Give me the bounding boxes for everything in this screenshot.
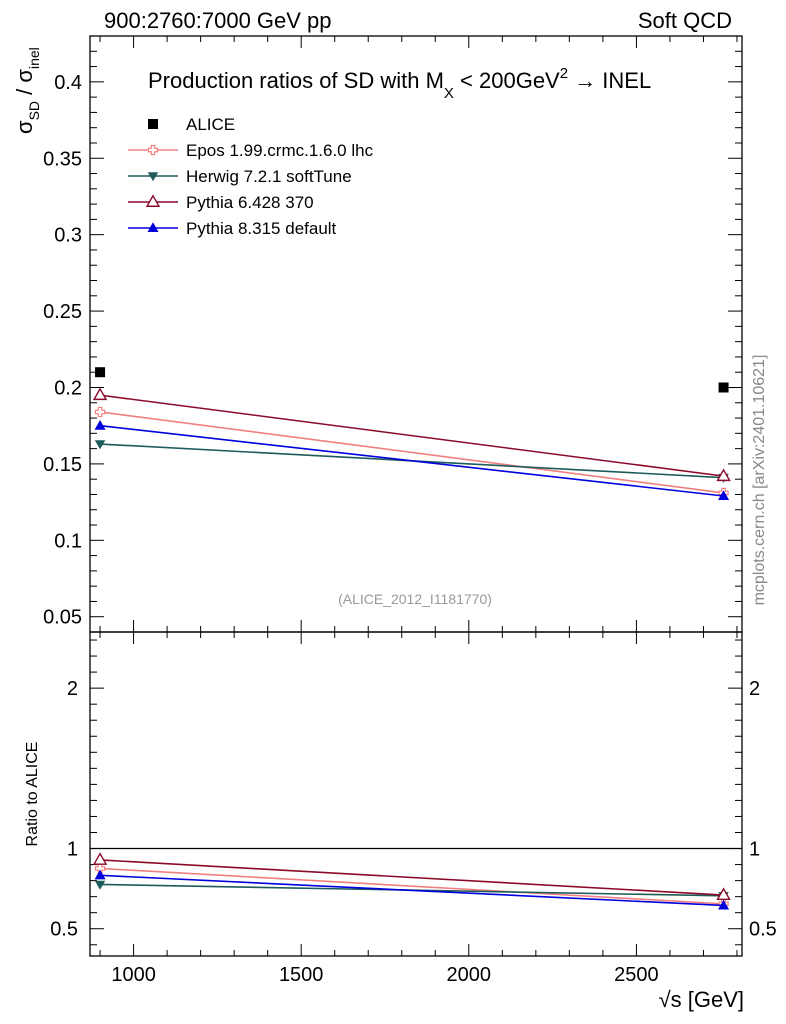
data-point [95, 367, 106, 378]
y-tick-label: 0.3 [54, 225, 82, 247]
data-point [718, 490, 730, 500]
plot-title-main: Production ratios of SD with M [148, 68, 444, 93]
y-axis-label: σSD / σinel [12, 47, 42, 134]
ratio-y-tick-label-right: 0.5 [749, 919, 777, 941]
y-label-slash: / [12, 83, 37, 101]
series-pythia-8-315-default [94, 419, 730, 910]
legend-label: Pythia 8.315 default [186, 219, 337, 238]
plot-title-sup: 2 [560, 65, 568, 82]
series-line-main [99, 424, 724, 497]
y-label-sub2: inel [26, 47, 42, 69]
series-epos-1-99-crmc-1-6-0-lhc [94, 406, 729, 909]
x-tick-label: 2500 [614, 964, 659, 986]
legend-label: ALICE [186, 115, 235, 134]
series [92, 367, 731, 910]
axis-ticks: 1000 1500 2000 2500 0.05 0.1 0.15 0.2 0.25 0.3 0.3… [43, 36, 777, 986]
legend-marker [147, 222, 159, 232]
ratio-point [92, 852, 108, 865]
legend-label: Pythia 6.428 370 [186, 193, 314, 212]
header-left: 900:2760:7000 GeV pp [104, 8, 332, 33]
legend-item: Herwig 7.2.1 softTune [128, 167, 352, 186]
y-label-sigma2: σ [12, 69, 37, 83]
ratio-point [716, 887, 731, 900]
ratio-y-axis-label: Ratio to ALICE [24, 742, 41, 847]
legend: ALICE Epos 1.99.crmc.1.6.0 lhc Herwig 7.2.… [128, 115, 374, 238]
ratio-y-tick-label-left: 1 [67, 839, 78, 861]
legend-item: Pythia 8.315 default [128, 219, 337, 238]
watermark: mcplots.cern.ch [arXiv:2401.10621] [751, 355, 768, 606]
reference-label: (ALICE_2012_I1181770) [338, 591, 492, 607]
plot-title-mid: < 200GeV [454, 68, 560, 93]
series-alice [95, 367, 729, 393]
series-line-main [99, 411, 724, 494]
legend-marker [145, 194, 161, 207]
svg-text:σSD / σinel: σSD / σinel [12, 47, 42, 134]
legend-item: Pythia 6.428 370 [128, 193, 314, 212]
ratio-y-tick-label-right: 2 [749, 678, 760, 700]
x-tick-label: 1000 [111, 964, 156, 986]
ratio-point [94, 869, 106, 880]
y-tick-label: 0.1 [54, 530, 82, 552]
legend-item: Epos 1.99.crmc.1.6.0 lhc [128, 141, 374, 160]
ratio-y-tick-label-left: 0.5 [50, 919, 78, 941]
header-right: Soft QCD [638, 8, 732, 33]
series-line-ratio [100, 874, 724, 907]
data-point [718, 382, 729, 393]
data-point [94, 440, 106, 450]
y-tick-label: 0.25 [43, 301, 82, 323]
plot-title-end: → INEL [568, 68, 651, 93]
series-line-ratio [100, 867, 724, 905]
y-tick-label: 0.35 [43, 148, 82, 170]
x-axis-label: √s [GeV] [659, 987, 744, 1012]
legend-item: ALICE [148, 115, 235, 134]
series-line-main [99, 394, 724, 477]
ratio-point [718, 899, 730, 910]
y-label-sigma1: σ [12, 120, 37, 134]
series-herwig-7-2-1-softtune [94, 440, 729, 902]
legend-marker [148, 119, 158, 129]
y-tick-label: 0.4 [54, 72, 82, 94]
plot-title: Production ratios of SD with MX < 200GeV… [148, 65, 651, 102]
ratio-y-tick-label-left: 2 [67, 678, 78, 700]
y-tick-label: 0.05 [43, 607, 82, 629]
data-point [92, 387, 108, 401]
legend-label: Herwig 7.2.1 softTune [186, 167, 352, 186]
plot-title-sub: X [444, 85, 454, 102]
ratio-plot-frame [89, 631, 743, 957]
y-tick-label: 0.2 [54, 377, 82, 399]
data-point [94, 406, 106, 418]
y-tick-label: 0.15 [43, 454, 82, 476]
ratio-point [94, 880, 106, 890]
ratio-y-tick-label-right: 1 [749, 839, 760, 861]
legend-label: Epos 1.99.crmc.1.6.0 lhc [186, 141, 374, 160]
legend-marker [147, 144, 159, 156]
legend-marker [147, 172, 159, 182]
series-line-ratio [100, 859, 724, 896]
series-pythia-6-428-370 [92, 387, 731, 900]
x-tick-label: 2000 [447, 964, 492, 986]
data-point [94, 419, 106, 430]
data-point [716, 468, 731, 482]
y-label-sub1: SD [26, 101, 42, 120]
x-tick-label: 1500 [279, 964, 324, 986]
